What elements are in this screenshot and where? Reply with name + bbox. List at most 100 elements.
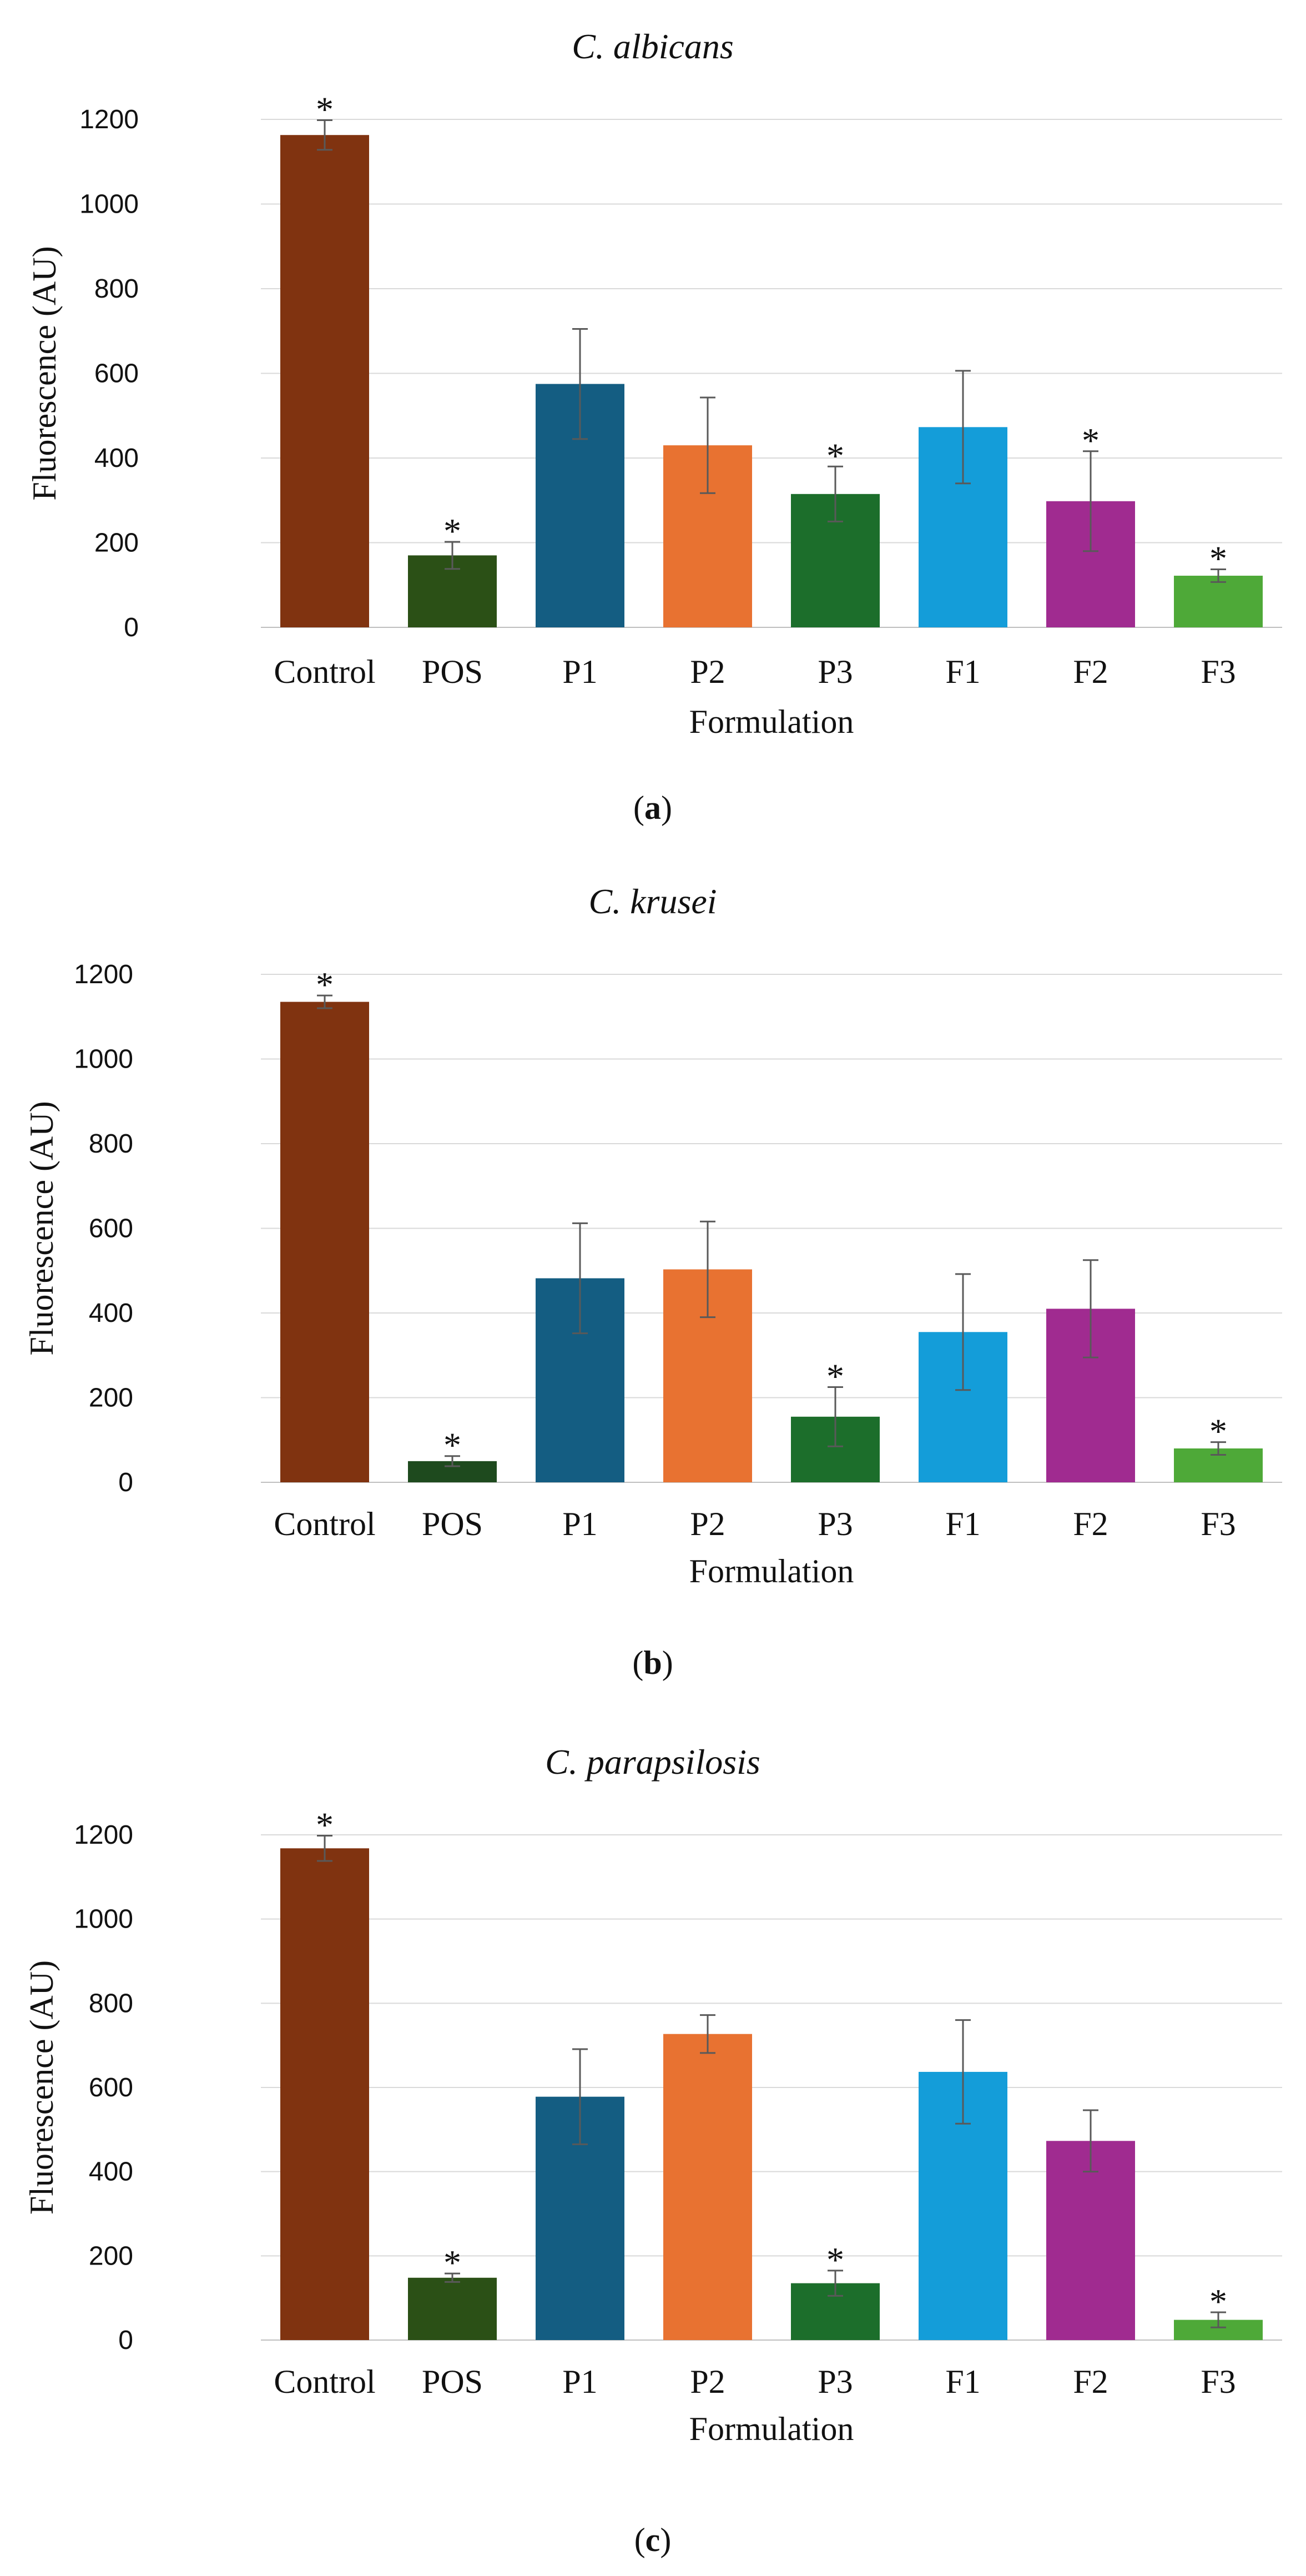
x-tick-label: P2 <box>690 2363 725 2400</box>
y-tick-label: 600 <box>89 2073 133 2102</box>
bar-f3 <box>1174 575 1263 627</box>
x-tick-label: F2 <box>1073 1506 1108 1542</box>
y-tick-label: 1000 <box>74 1905 133 1934</box>
panel-letter: c <box>646 2522 660 2558</box>
x-tick-label: POS <box>422 1506 483 1542</box>
y-tick-label: 1200 <box>79 105 139 134</box>
error-bar <box>1083 450 1098 552</box>
y-tick-label: 600 <box>94 359 139 389</box>
chart-title: C. parapsilosis <box>545 1742 760 1782</box>
significance-star: * <box>316 1805 334 1845</box>
x-tick-label: F2 <box>1073 2363 1108 2400</box>
x-tick-label: Control <box>274 2363 375 2400</box>
significance-star: * <box>1209 539 1227 578</box>
x-tick-label: P1 <box>562 2363 597 2400</box>
chart-title: C. albicans <box>572 27 734 66</box>
panel-letter: b <box>643 1644 662 1681</box>
error-bar <box>1083 1259 1098 1359</box>
x-tick-label: F1 <box>945 1506 980 1542</box>
bar-control <box>280 135 369 627</box>
panel-label: (b) <box>632 1644 673 1681</box>
x-tick-label: F3 <box>1201 653 1236 690</box>
x-axis-label: Formulation <box>689 2411 854 2447</box>
x-tick-label: F3 <box>1201 1506 1236 1542</box>
y-tick-label: 0 <box>124 613 139 642</box>
error-bar <box>955 370 971 485</box>
chart-panel-b: C. krusei 0 200 400 600 800 1000 1200 Fluorescen… <box>23 882 1282 1681</box>
error-bar <box>445 2272 460 2283</box>
bar-control <box>280 1848 369 2340</box>
x-tick-label: P2 <box>690 1506 725 1542</box>
y-axis-label: Fluorescence (AU) <box>23 1960 60 2215</box>
x-axis-label: Formulation <box>689 1553 854 1589</box>
panel-letter: a <box>644 789 661 826</box>
error-bar <box>700 1220 715 1319</box>
significance-star: * <box>443 1426 461 1465</box>
x-tick-label: P3 <box>818 653 853 690</box>
error-bar <box>572 328 588 440</box>
paren-close: ) <box>662 1644 673 1681</box>
y-tick-label: 800 <box>89 1989 133 2018</box>
y-tick-label: 1200 <box>74 1820 133 1850</box>
significance-star: * <box>1209 2282 1227 2321</box>
error-bar <box>1211 2311 1226 2328</box>
error-bar <box>572 2048 588 2145</box>
error-bar <box>317 1835 332 1862</box>
y-tick-label: 1000 <box>74 1045 133 1074</box>
y-tick-label: 400 <box>94 444 139 473</box>
error-bar <box>828 465 843 522</box>
error-bar <box>445 1455 460 1467</box>
error-bar <box>445 541 460 570</box>
x-tick-label: F1 <box>945 653 980 690</box>
significance-star: * <box>1209 1412 1227 1451</box>
error-bar <box>828 1386 843 1447</box>
x-tick-label: P2 <box>690 653 725 690</box>
error-bar <box>317 119 332 151</box>
error-bar <box>317 994 332 1009</box>
y-tick-label: 400 <box>89 2157 133 2187</box>
bar-control <box>280 1002 369 1482</box>
y-tick-label: 800 <box>94 274 139 304</box>
error-bar <box>828 2270 843 2297</box>
paren-open: ( <box>634 2522 646 2558</box>
y-tick-label: 800 <box>89 1129 133 1159</box>
x-tick-label: POS <box>422 653 483 690</box>
error-bar <box>1211 1441 1226 1456</box>
x-axis-label: Formulation <box>689 703 854 740</box>
y-tick-label: 400 <box>89 1299 133 1328</box>
x-tick-label: P3 <box>818 1506 853 1542</box>
x-tick-label: Control <box>274 1506 375 1542</box>
significance-star: * <box>826 2240 844 2280</box>
error-bar <box>572 1222 588 1335</box>
error-bar <box>955 1273 971 1391</box>
panel-label: (a) <box>633 789 672 826</box>
bar-f2 <box>1046 2141 1135 2340</box>
error-bar <box>700 396 715 494</box>
x-tick-label: P1 <box>562 1506 597 1542</box>
y-tick-label: 200 <box>89 1383 133 1413</box>
panel-label: (c) <box>634 2522 672 2558</box>
significance-star: * <box>443 2243 461 2282</box>
y-axis-label: Fluorescence (AU) <box>23 1101 60 1355</box>
error-bar <box>955 2019 971 2125</box>
x-tick-label: F3 <box>1201 2363 1236 2400</box>
significance-star: * <box>1082 421 1100 460</box>
x-tick-label: P3 <box>818 2363 853 2400</box>
y-tick-label: 200 <box>89 2241 133 2271</box>
x-tick-label: F1 <box>945 2363 980 2400</box>
y-tick-label: 1000 <box>79 190 139 219</box>
y-tick-label: 600 <box>89 1214 133 1244</box>
paren-open: ( <box>633 789 644 826</box>
x-tick-label: Control <box>274 653 375 690</box>
error-bar <box>700 2014 715 2054</box>
significance-star: * <box>316 90 334 129</box>
paren-close: ) <box>661 789 672 826</box>
paren-close: ) <box>660 2522 671 2558</box>
chart-title: C. krusei <box>588 882 717 921</box>
y-tick-label: 0 <box>118 1468 133 1497</box>
y-tick-label: 1200 <box>74 960 133 989</box>
paren-open: ( <box>632 1644 643 1681</box>
chart-panel-c: C. parapsilosis 0 200 400 600 800 1000 1200 Fluo… <box>23 1742 1282 2558</box>
y-tick-label: 200 <box>94 529 139 558</box>
